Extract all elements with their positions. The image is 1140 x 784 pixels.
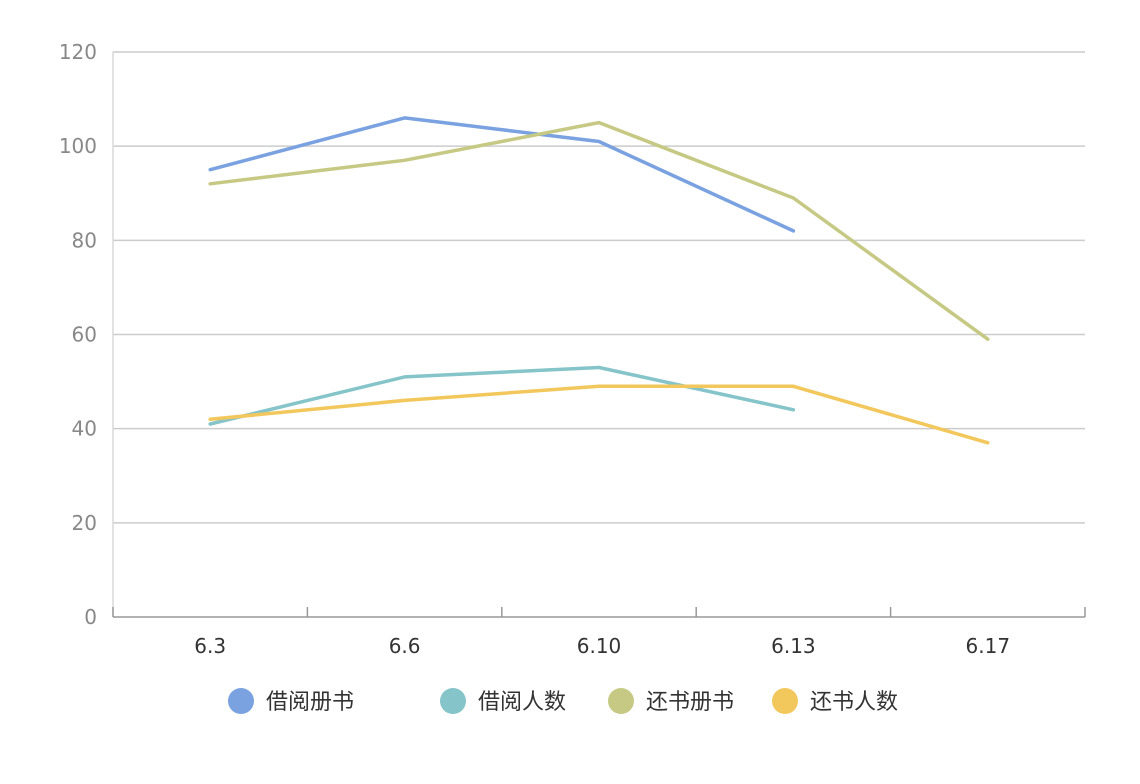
series-line-3 (208, 384, 990, 445)
x-tick-label: 6.3 (194, 634, 226, 658)
x-tick-label: 6.10 (577, 634, 622, 658)
y-tick-label: 60 (72, 323, 97, 347)
y-tick-label: 20 (72, 511, 97, 535)
legend-item-3[interactable]: 还书人数 (772, 688, 898, 715)
x-tick-label: 6.17 (966, 634, 1011, 658)
axis-layer: 0 20 40 60 80 100 120 6.3 6.6 6.10 6.13 6.17 (59, 40, 1086, 658)
series-line-2 (208, 120, 990, 341)
x-tick-label: 6.13 (771, 634, 816, 658)
legend-label: 借阅册书 (266, 690, 354, 715)
legend-marker (228, 688, 254, 714)
grid-layer (113, 51, 1085, 524)
legend-marker (608, 688, 634, 714)
y-tick-label: 80 (72, 228, 97, 252)
legend-item-2[interactable]: 还书册书 (608, 688, 734, 715)
legend-marker (772, 688, 798, 714)
series-line-0 (208, 116, 796, 233)
series-layer (208, 116, 990, 445)
legend-label: 还书人数 (810, 690, 898, 715)
y-tick-label: 0 (84, 605, 97, 629)
y-tick-label: 40 (72, 417, 97, 441)
y-tick-label: 100 (59, 134, 97, 158)
legend-label: 还书册书 (646, 690, 734, 715)
x-tick-label: 6.6 (389, 634, 421, 658)
legend-label: 借阅人数 (478, 690, 566, 715)
y-tick-label: 120 (59, 40, 97, 64)
legend-item-0[interactable]: 借阅册书 (228, 688, 354, 715)
series-line-1 (208, 365, 796, 426)
legend-item-1[interactable]: 借阅人数 (440, 688, 566, 715)
legend-marker (440, 688, 466, 714)
legend: 借阅册书 借阅人数 还书册书 还书人数 (228, 688, 898, 715)
